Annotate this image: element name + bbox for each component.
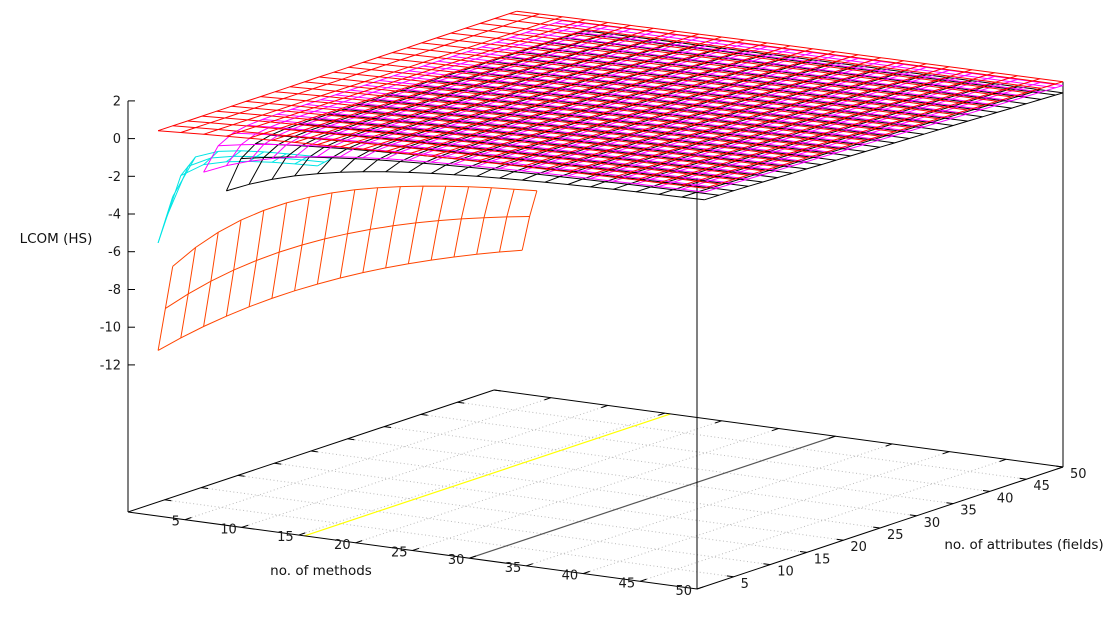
x-tick-label: 25 <box>391 546 408 561</box>
y-tick-label: 50 <box>1070 467 1087 482</box>
x-tick-label: 20 <box>334 538 351 553</box>
surface-orange <box>157 185 538 351</box>
surface-red <box>157 10 1064 189</box>
x-tick-label: 50 <box>675 584 692 599</box>
y-tick-label: 45 <box>1033 479 1050 494</box>
x-tick-label: 35 <box>505 561 522 576</box>
x-tick-label: 10 <box>220 522 237 537</box>
y-tick-label: 35 <box>960 504 977 519</box>
x-tick-label: 45 <box>619 576 636 591</box>
z-tick-label: -2 <box>108 170 121 185</box>
x-tick-label: 40 <box>562 569 579 584</box>
z-tick-label: -6 <box>108 245 121 260</box>
y-tick-label: 15 <box>814 552 831 567</box>
z-tick-label: -12 <box>100 358 121 373</box>
z-tick-label: 2 <box>113 94 121 109</box>
x-tick-label: 30 <box>448 553 465 568</box>
z-tick-label: 0 <box>113 132 121 147</box>
y-tick-label: 20 <box>850 540 867 555</box>
y-axis-label: no. of attributes (fields) <box>944 537 1104 553</box>
z-tick-label: -8 <box>108 283 121 298</box>
z-tick-label: -4 <box>108 208 121 223</box>
x-axis-label: no. of methods <box>270 563 372 579</box>
y-tick-label: 10 <box>777 565 794 580</box>
x-tick-label: 15 <box>277 530 294 545</box>
surface-cyan <box>157 150 333 244</box>
z-tick-label: -10 <box>100 321 121 336</box>
base-grid <box>164 397 1027 582</box>
z-axis-label: LCOM (HS) <box>19 231 93 247</box>
y-tick-label: 30 <box>924 516 941 531</box>
y-tick-label: 25 <box>887 528 904 543</box>
y-tick-label: 5 <box>741 577 749 592</box>
base-marker-lines <box>304 413 836 559</box>
y-tick-label: 40 <box>997 491 1014 506</box>
x-tick-label: 5 <box>172 515 180 530</box>
